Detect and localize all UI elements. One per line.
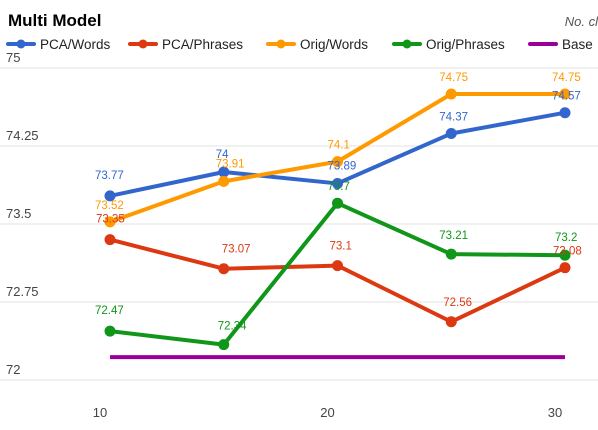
data-point [104, 234, 116, 246]
data-label: 73.52 [95, 200, 124, 212]
data-point [445, 88, 457, 100]
data-point [559, 88, 571, 100]
data-point [218, 339, 230, 351]
data-point [445, 128, 457, 140]
y-tick-label: 75 [6, 50, 20, 65]
data-label: 73.7 [328, 181, 350, 193]
data-label: 73.35 [96, 214, 125, 226]
y-axis-ticks: 72 72.75 73.5 74.25 75 [6, 50, 39, 377]
data-point [445, 316, 457, 328]
legend-marker-3 [276, 39, 286, 49]
data-point [332, 177, 343, 189]
data-label: 73.21 [439, 230, 468, 242]
x-tick-label: 10 [93, 405, 107, 420]
data-point [218, 166, 230, 178]
data-label: 73.89 [328, 160, 357, 172]
series-lines [109, 92, 566, 360]
legend-marker-1 [16, 39, 26, 49]
data-point [445, 248, 457, 260]
data-label: 73.91 [216, 158, 245, 170]
data-label: 73.77 [95, 170, 124, 182]
data-label: 74.1 [328, 140, 350, 152]
data-label: 74.75 [552, 72, 581, 84]
data-label: 74 [216, 149, 229, 161]
y-tick-label: 72.75 [6, 284, 39, 299]
data-point [104, 216, 116, 228]
data-label: 74.37 [439, 112, 468, 124]
chart-subtitle: No. cl [565, 14, 598, 29]
grid-lines [0, 67, 598, 381]
x-tick-label: 20 [320, 405, 334, 420]
data-label: 73.2 [555, 232, 577, 244]
data-point [559, 249, 571, 261]
data-point [332, 260, 343, 272]
data-point [104, 325, 116, 337]
data-point [218, 263, 230, 275]
data-point [559, 262, 571, 274]
y-tick-label: 73.5 [6, 206, 31, 221]
data-point [332, 156, 343, 168]
legend-marker-4 [402, 39, 412, 49]
data-point [332, 197, 343, 209]
data-label: 72.34 [218, 321, 247, 333]
data-label: 72.47 [95, 305, 124, 317]
series-points [104, 88, 571, 351]
legend-label-3: Orig/Words [300, 37, 368, 52]
data-label: 74.57 [552, 91, 581, 103]
data-label: 73.08 [553, 246, 582, 258]
x-tick-label: 30 [548, 405, 562, 420]
x-axis-ticks: 10 20 30 [93, 405, 562, 420]
data-labels: 73.77 74 73.89 74.37 74.57 73.35 73.07 73.1 72.5… [95, 72, 582, 333]
legend-label-2: PCA/Phrases [162, 37, 243, 52]
data-point [218, 175, 230, 187]
data-label: 73.07 [222, 244, 251, 256]
data-point [559, 107, 571, 119]
data-label: 72.56 [443, 297, 472, 309]
legend-marker-2 [138, 39, 148, 49]
legend-label-4: Orig/Phrases [426, 37, 505, 52]
legend: PCA/Words PCA/Phrases Orig/Words Orig/Phras… [6, 37, 593, 52]
y-tick-label: 74.25 [6, 128, 39, 143]
legend-label-1: PCA/Words [40, 37, 111, 52]
data-label: 73.1 [330, 241, 352, 253]
chart-title: Multi Model [8, 11, 101, 30]
data-label: 74.75 [439, 72, 468, 84]
data-point [104, 190, 116, 202]
legend-label-5: Base [562, 37, 593, 52]
y-tick-label: 72 [6, 362, 20, 377]
